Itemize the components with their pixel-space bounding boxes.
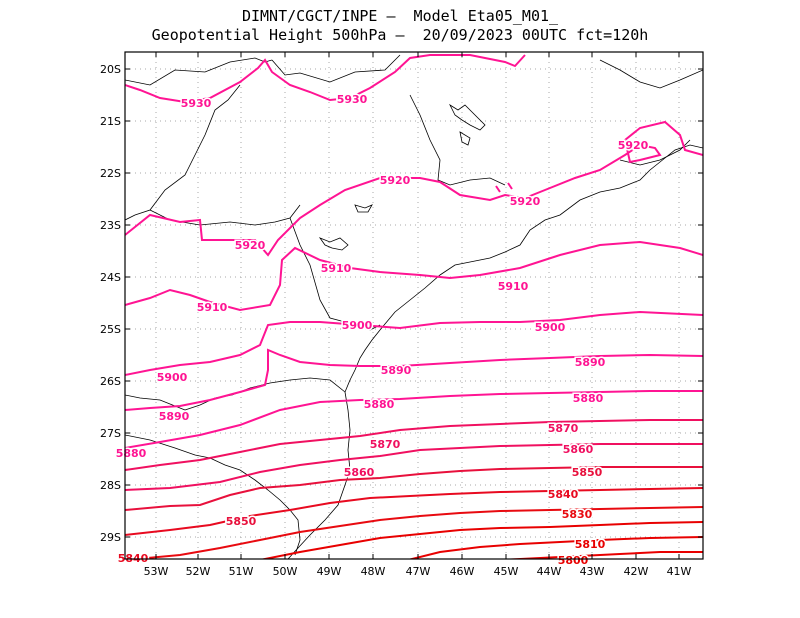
contour-label: 5920 <box>235 239 266 252</box>
contour-label: 5890 <box>575 356 606 369</box>
contour-label: 5920 <box>618 139 649 152</box>
state-border <box>125 84 241 221</box>
contour-label: 5910 <box>498 280 529 293</box>
lon-label: 47W <box>406 565 431 578</box>
contour-label: 5900 <box>535 321 566 334</box>
contour-5900 <box>125 310 703 376</box>
lat-label: 21S <box>100 115 121 128</box>
lon-label: 49W <box>317 565 342 578</box>
state-border <box>409 94 506 186</box>
contour-5930-west <box>125 54 526 104</box>
lat-label: 20S <box>100 63 121 76</box>
lon-label: 50W <box>273 565 298 578</box>
contour-labels: 5930 5930 5920 5920 5920 5920 5910 5910 5910 5900… <box>114 92 650 569</box>
lon-label: 43W <box>580 565 605 578</box>
contour-label: 5920 <box>510 195 541 208</box>
state-border <box>599 59 703 89</box>
contour-label: 5880 <box>364 398 395 411</box>
contour-label: 5860 <box>563 443 594 456</box>
lat-label: 26S <box>100 375 121 388</box>
lon-label: 52W <box>186 565 211 578</box>
lat-label: 22S <box>100 167 121 180</box>
contour-label: 5910 <box>321 262 352 275</box>
contour-label: 5880 <box>116 447 147 460</box>
contour-label: 5910 <box>197 301 228 314</box>
contour-label: 5840 <box>548 488 579 501</box>
contour-5860 <box>125 443 703 491</box>
contour-label: 5810 <box>575 538 606 551</box>
lon-label: 41W <box>667 565 692 578</box>
contour-label: 5900 <box>157 371 188 384</box>
contour-label: 5930 <box>337 93 368 106</box>
lake <box>459 131 471 146</box>
contour-label: 5900 <box>342 319 373 332</box>
longitude-labels: 53W 52W 51W 50W 49W 48W 47W 46W 45W 44W 43W 42W 41W <box>144 565 692 578</box>
contour-label: 5830 <box>562 508 593 521</box>
lon-label: 53W <box>144 565 169 578</box>
lat-label: 24S <box>100 271 121 284</box>
lat-label: 29S <box>100 531 121 544</box>
contour-label: 5860 <box>344 466 375 479</box>
contour-label: 5850 <box>226 515 257 528</box>
country-border <box>125 394 186 411</box>
contour-5880 <box>125 390 703 449</box>
title-line-2: Geopotential Height 500hPa — 20/09/2023 … <box>151 26 649 44</box>
contour-label: 5890 <box>381 364 412 377</box>
title-line-1: DIMNT/CGCT/INPE — Model Eta05_M01_ <box>241 7 559 25</box>
contour-label: 5930 <box>181 97 212 110</box>
contour-5920-north <box>125 120 703 257</box>
coastline <box>287 329 381 559</box>
lat-label: 23S <box>100 219 121 232</box>
contour-label: 5870 <box>370 438 401 451</box>
lon-label: 45W <box>494 565 519 578</box>
contour-label: 5920 <box>380 174 411 187</box>
lon-label: 48W <box>361 565 386 578</box>
contour-5830 <box>125 506 703 559</box>
latitude-labels: 20S 21S 22S 23S 24S 25S 26S 27S 28S 29S <box>100 63 121 544</box>
contour-label: 5850 <box>572 466 603 479</box>
lake <box>354 204 373 213</box>
height-contours <box>125 54 703 559</box>
lon-label: 44W <box>537 565 562 578</box>
state-border <box>149 204 301 226</box>
contour-5910 <box>125 240 703 312</box>
coastline <box>379 144 703 331</box>
contour-label: 5880 <box>573 392 604 405</box>
contour-5870 <box>125 419 703 471</box>
contour-label: 5800 <box>558 554 589 567</box>
axis-ticks <box>125 52 703 559</box>
lake <box>318 237 349 251</box>
contour-5800 <box>499 551 703 559</box>
contour-5820 <box>259 521 703 559</box>
lat-label: 27S <box>100 427 121 440</box>
state-border <box>271 54 401 83</box>
lat-label: 28S <box>100 479 121 492</box>
lon-label: 42W <box>624 565 649 578</box>
contour-5850 <box>125 466 703 511</box>
contour-label: 5870 <box>548 422 579 435</box>
lon-label: 46W <box>450 565 475 578</box>
contour-5810 <box>407 536 703 559</box>
contour-5890 <box>125 348 703 411</box>
contour-label: 5890 <box>159 410 190 423</box>
contour-5840 <box>125 487 703 536</box>
lat-label: 25S <box>100 323 121 336</box>
map-frame <box>124 51 704 560</box>
contour-fragment <box>495 182 513 193</box>
lon-label: 51W <box>229 565 254 578</box>
lake <box>449 103 486 131</box>
